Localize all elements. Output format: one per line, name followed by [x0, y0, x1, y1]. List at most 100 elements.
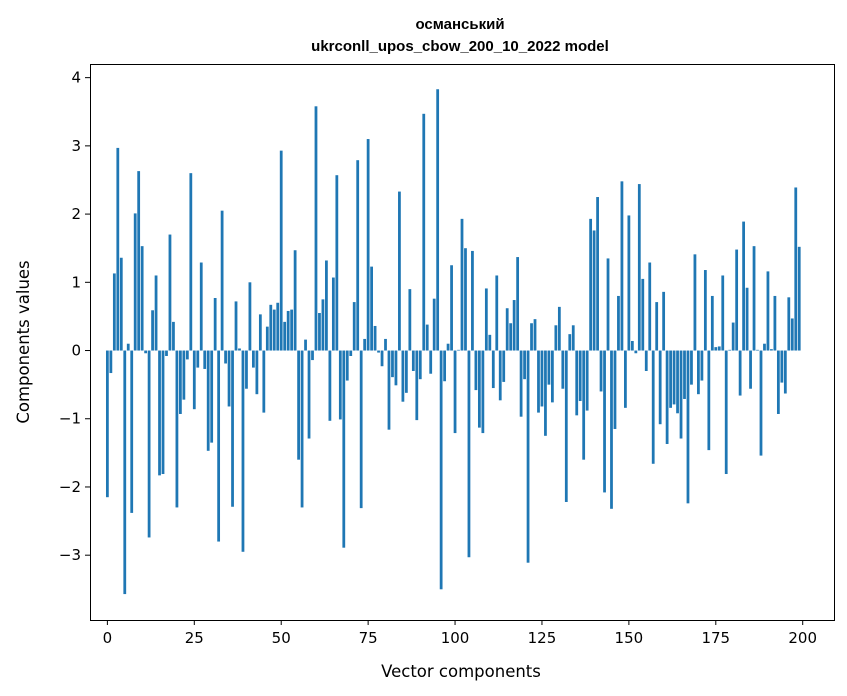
bar — [505, 308, 509, 351]
bar — [436, 89, 440, 351]
bar — [404, 350, 408, 393]
bar — [384, 338, 387, 351]
bar — [474, 350, 478, 391]
bar — [119, 257, 123, 351]
bar — [568, 334, 572, 351]
bar — [366, 139, 370, 351]
bar — [488, 334, 492, 351]
y-tick-label: −3 — [59, 546, 81, 564]
bar — [770, 349, 773, 351]
bar — [422, 113, 426, 351]
bar — [265, 326, 269, 351]
bar — [724, 350, 728, 475]
bar — [311, 350, 314, 361]
bar — [338, 350, 342, 420]
x-tick-label: 50 — [272, 629, 291, 647]
bar — [617, 295, 620, 351]
bar — [679, 350, 683, 439]
bar — [272, 309, 276, 351]
chart-title-line1: османський — [415, 16, 504, 33]
x-tick-label: 75 — [359, 629, 378, 647]
bar — [787, 297, 791, 351]
bar — [620, 181, 624, 351]
bar — [331, 277, 335, 351]
y-tick-label: −1 — [59, 410, 81, 428]
bar — [391, 350, 394, 378]
bar — [133, 213, 137, 351]
bar — [655, 302, 659, 351]
bar — [255, 350, 259, 395]
x-tick-label: 25 — [185, 629, 204, 647]
bar — [248, 282, 252, 351]
bar — [481, 350, 485, 434]
bar — [269, 304, 273, 351]
bar — [533, 319, 537, 351]
bar — [227, 350, 231, 407]
bar — [651, 350, 655, 464]
bar — [589, 218, 593, 351]
chart-title-line2: ukrconll_upos_cbow_200_10_2022 model — [311, 38, 609, 55]
bar — [738, 350, 742, 396]
bar — [161, 350, 165, 475]
bar — [258, 314, 262, 351]
bar — [179, 350, 182, 414]
bar — [749, 350, 752, 389]
y-tick-label: 2 — [71, 205, 81, 223]
bar — [172, 321, 175, 351]
bar — [373, 325, 377, 351]
bar — [491, 350, 495, 389]
bar — [502, 350, 506, 382]
x-axis-ticks: 0 25 50 75 100 125 150 175 200 — [103, 620, 817, 647]
bar — [185, 350, 189, 360]
bar — [776, 350, 780, 414]
bar — [484, 288, 488, 351]
x-tick-label: 125 — [528, 629, 557, 647]
bar — [411, 350, 415, 371]
bar — [408, 289, 412, 351]
bar — [780, 350, 784, 383]
bar — [575, 350, 579, 416]
bar — [697, 350, 700, 395]
bar — [394, 350, 398, 386]
bar — [690, 350, 693, 385]
x-tick-label: 100 — [441, 629, 470, 647]
bar — [596, 197, 599, 351]
bar — [683, 350, 686, 399]
bar — [745, 287, 749, 351]
bar — [304, 339, 307, 351]
bar — [144, 350, 148, 354]
bar — [686, 350, 690, 504]
bar — [234, 301, 238, 351]
bar — [210, 350, 214, 443]
bar — [262, 350, 266, 413]
bar — [446, 343, 450, 351]
bar — [637, 184, 641, 351]
bar — [766, 271, 770, 351]
bar — [252, 350, 255, 368]
bar — [418, 350, 422, 380]
bar — [279, 150, 283, 351]
bar — [797, 246, 801, 351]
bar — [398, 191, 401, 351]
bar — [356, 160, 360, 351]
bar — [318, 313, 321, 351]
bar — [192, 350, 196, 410]
bar — [537, 350, 540, 413]
bar — [721, 275, 725, 351]
bar — [217, 350, 221, 542]
bar — [763, 343, 766, 351]
bar — [300, 350, 304, 508]
bar — [363, 338, 367, 351]
bar — [328, 350, 332, 421]
x-tick-label: 200 — [788, 629, 817, 647]
bar — [693, 254, 697, 351]
bar — [773, 295, 777, 351]
bar — [130, 350, 134, 513]
bar — [728, 349, 732, 351]
y-tick-label: 1 — [71, 273, 81, 291]
bar — [585, 350, 589, 411]
bar — [342, 350, 346, 548]
bar — [717, 346, 721, 351]
bar — [756, 349, 759, 351]
bar — [460, 218, 464, 351]
